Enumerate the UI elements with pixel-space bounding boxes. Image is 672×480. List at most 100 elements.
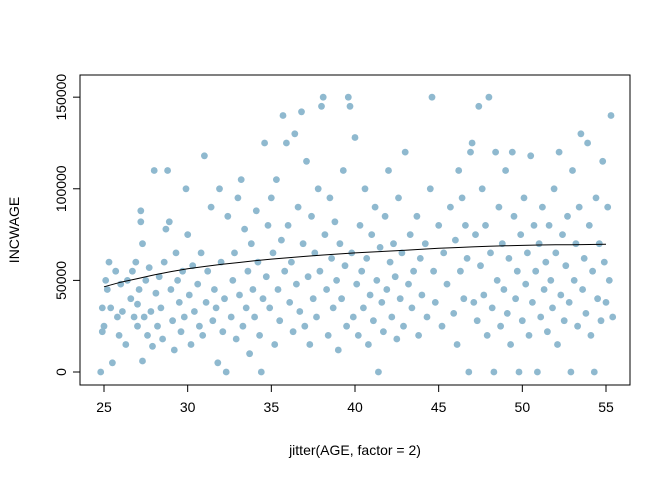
data-point [386, 258, 394, 266]
data-point [129, 267, 136, 275]
data-point [351, 134, 359, 141]
data-point [589, 267, 596, 275]
data-point [559, 231, 566, 239]
data-point [344, 93, 352, 101]
data-point [197, 249, 205, 257]
data-point [555, 148, 563, 156]
data-point [383, 286, 391, 293]
y-tick-label: 50000 [53, 261, 69, 300]
x-tick-label: 35 [264, 399, 280, 415]
data-point [304, 273, 312, 281]
data-point [256, 332, 263, 339]
data-point [154, 322, 161, 330]
data-point [470, 299, 478, 306]
data-point [395, 194, 402, 202]
data-point [144, 332, 151, 339]
data-point [105, 258, 113, 266]
data-point [199, 332, 207, 339]
points-layer [97, 93, 617, 376]
data-point [214, 359, 222, 367]
data-point [390, 240, 397, 248]
data-point [202, 299, 210, 306]
data-point [135, 286, 143, 293]
data-point [279, 112, 287, 119]
data-point [264, 222, 272, 229]
data-point [579, 286, 586, 293]
data-point [549, 304, 556, 312]
data-point [401, 148, 409, 156]
data-point [252, 207, 260, 215]
data-point [488, 304, 496, 312]
data-point [241, 225, 249, 233]
data-point [495, 203, 503, 211]
data-point [572, 240, 580, 248]
data-point [309, 295, 317, 303]
data-point [570, 277, 578, 284]
y-tick-label: 100000 [53, 165, 69, 212]
data-point [130, 313, 138, 321]
data-point [580, 255, 588, 262]
data-point [423, 313, 431, 321]
data-point [247, 240, 255, 248]
data-point [132, 258, 140, 266]
data-point [370, 317, 377, 325]
data-point [473, 317, 481, 325]
data-point [175, 299, 183, 306]
data-point [308, 212, 315, 220]
data-point [222, 368, 230, 376]
data-point [234, 194, 242, 202]
data-point [231, 249, 238, 257]
x-tick-label: 50 [515, 399, 531, 415]
data-point [515, 368, 523, 376]
data-point [428, 93, 436, 101]
y-tick-label: 150000 [53, 74, 69, 121]
data-point [303, 157, 310, 165]
data-point [438, 322, 446, 330]
data-point [584, 139, 591, 147]
data-point [160, 258, 168, 266]
data-point [512, 295, 519, 303]
data-point [537, 313, 545, 321]
data-point [483, 332, 491, 339]
data-point [393, 335, 401, 343]
data-point [119, 308, 126, 315]
data-point [480, 291, 488, 299]
data-point [262, 273, 270, 281]
data-point [400, 322, 407, 330]
data-point [267, 194, 275, 202]
data-point [291, 130, 299, 138]
data-point [360, 304, 367, 312]
data-point [452, 236, 459, 244]
data-point [316, 267, 324, 275]
data-point [575, 203, 583, 211]
data-point [381, 212, 389, 220]
data-point [421, 240, 429, 248]
data-point [406, 231, 414, 239]
data-point [150, 167, 158, 174]
data-point [187, 341, 195, 348]
data-point [216, 185, 223, 193]
data-point [157, 304, 165, 312]
data-point [301, 322, 309, 330]
data-point [115, 332, 123, 339]
data-point [139, 240, 146, 248]
data-point [547, 277, 555, 284]
data-point [145, 264, 153, 271]
data-point [492, 148, 499, 156]
data-point [239, 322, 247, 330]
data-point [98, 328, 106, 336]
data-point [318, 102, 325, 110]
data-point [502, 167, 509, 174]
data-point [405, 280, 412, 288]
data-point [152, 289, 160, 297]
data-point [416, 255, 424, 262]
data-point [366, 291, 374, 299]
data-point [194, 280, 202, 288]
data-point [373, 277, 381, 284]
data-point [560, 317, 568, 325]
data-point [440, 249, 448, 257]
data-point [221, 295, 228, 303]
data-point [544, 328, 551, 336]
data-point [478, 185, 486, 193]
data-point [306, 341, 314, 348]
